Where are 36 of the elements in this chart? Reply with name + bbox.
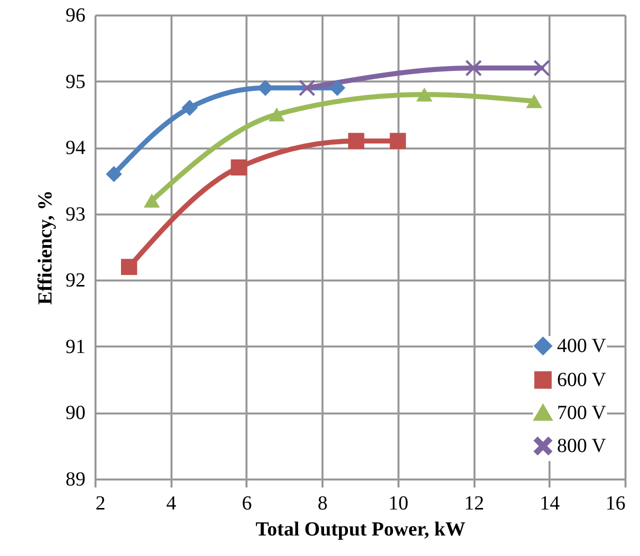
point — [348, 132, 364, 150]
point — [298, 80, 316, 96]
y-tick-label: 91 — [66, 336, 86, 358]
point — [416, 88, 432, 102]
point — [329, 80, 346, 96]
point — [121, 258, 138, 275]
x-tick-label: 10 — [388, 492, 408, 514]
x-tick-label: 2 — [96, 492, 106, 514]
legend-label: 600 V — [557, 369, 607, 391]
point — [230, 159, 247, 176]
x-tick-label: 4 — [166, 492, 176, 514]
x-tick-label: 8 — [318, 492, 328, 514]
point — [534, 60, 550, 76]
legend-label: 700 V — [557, 402, 607, 424]
point — [390, 132, 406, 150]
point — [182, 100, 198, 116]
y-tick-label: 93 — [66, 203, 86, 226]
legend-label: 400 V — [557, 335, 607, 357]
legend-label: 800 V — [557, 435, 607, 457]
point — [268, 107, 285, 122]
x-tick-label: 16 — [606, 492, 626, 514]
y-tick-label: 95 — [66, 70, 86, 93]
x-tick-label: 12 — [464, 492, 484, 514]
y-tick-label: 90 — [66, 402, 86, 424]
point — [526, 94, 542, 108]
point — [144, 194, 160, 208]
y-tick-label: 92 — [66, 270, 86, 292]
y-axis-title: Efficiency, % — [34, 190, 56, 305]
y-tick-label: 96 — [66, 4, 86, 26]
point — [106, 166, 122, 182]
y-tick-label: 89 — [66, 468, 86, 490]
x-tick-label: 6 — [242, 492, 252, 514]
point — [466, 60, 482, 76]
x-tick-label: 14 — [540, 492, 560, 514]
y-tick-label: 94 — [66, 137, 86, 160]
x-axis-title: Total Output Power, kW — [256, 518, 466, 540]
